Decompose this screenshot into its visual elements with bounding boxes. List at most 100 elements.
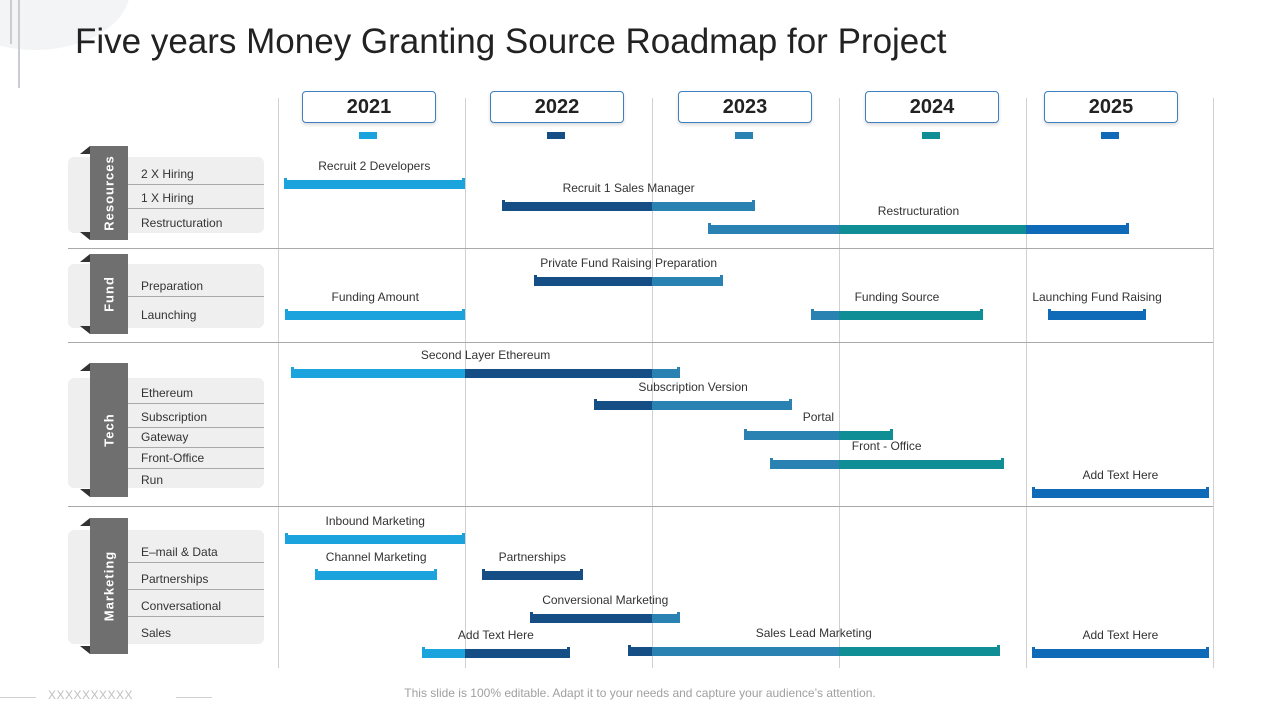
gantt-bar-end [720,275,724,286]
year-header-2023: 2023 [678,91,812,123]
corner-line [10,0,12,44]
fold-corner [80,326,90,334]
list-item: Restructuration [141,216,223,230]
section-divider [68,248,1213,249]
gantt-bar-end [534,275,538,286]
gantt-bar-label: Conversional Marketing [542,593,669,607]
grid-line [652,98,653,668]
year-header-2024: 2024 [865,91,999,123]
category-tab-fund: Fund [90,254,128,334]
gantt-bar-end [433,569,437,580]
gantt-bar-segment [594,401,652,410]
gantt-bar-segment [1031,649,1210,658]
gantt-bar-end [1000,458,1004,469]
list-item: E–mail & Data [128,538,264,563]
gantt-bar-end [315,569,319,580]
gantt-bar-segment [839,431,894,440]
gantt-bar-segment [627,647,652,656]
grid-line [1026,98,1027,668]
list-item: 1 X Hiring [128,184,264,209]
fold-corner [80,363,90,371]
gantt-bar-end [677,612,681,623]
category-tab-marketing: Marketing [90,518,128,654]
fold-corner [80,232,90,240]
gantt-bar-label: Portal [802,410,835,424]
year-header-2022: 2022 [490,91,624,123]
gantt-bar-end [462,309,465,320]
gantt-bar-segment [810,311,839,320]
gantt-bar-end [769,458,773,469]
gantt-bar-label: Inbound Marketing [325,514,425,528]
category-label: Fund [101,276,117,312]
gantt-bar-label: Recruit 1 Sales Manager [562,181,695,195]
grid-line [839,98,840,668]
gantt-bar-segment [708,225,839,234]
gantt-bar-segment [1031,489,1210,498]
gantt-bar-end [979,309,983,320]
gantt-bar-segment [839,460,1004,469]
fold-corner [80,489,90,497]
list-item: Partnerships [128,565,264,590]
gantt-bar-segment [421,649,465,658]
page-title: Five years Money Granting Source Roadmap… [75,22,947,61]
gantt-bar-end [751,200,755,211]
section-divider [68,506,1213,507]
gantt-bar-end [291,367,295,378]
list-item: Front-Office [128,444,264,469]
gantt-bar-end [462,533,465,544]
category-tab-resources: Resources [90,146,128,240]
list-item: Ethereum [128,379,264,404]
gantt-bar-label: Add Text Here [1082,468,1159,482]
gantt-bar-segment [530,614,652,623]
footer-line [0,697,36,698]
corner-line [18,0,20,88]
gantt-bar-end [1206,487,1210,498]
list-item: Sales [141,626,172,640]
gantt-bar-end [1031,487,1035,498]
gantt-bar-label: Launching Fund Raising [1032,290,1162,304]
gantt-bar-segment [315,571,437,580]
gantt-bar-segment [285,535,465,544]
gantt-bar-end [890,429,894,440]
year-header-2021: 2021 [302,91,436,123]
gantt-bar-segment [285,311,465,320]
list-item: Preparation [128,272,264,297]
grid-line [278,98,279,668]
gantt-bar-segment [1026,225,1129,234]
gantt-bar-end [579,569,583,580]
list-item: Run [141,473,164,487]
gantt-bar-label: Funding Source [854,290,940,304]
list-item: 2 X Hiring [128,160,264,185]
gantt-bar-end [566,647,570,658]
gantt-bar-end [285,309,289,320]
list-item: Subscription [128,403,264,428]
year-marker [359,132,377,139]
gantt-bar-label: Front - Office [851,439,922,453]
gantt-bar-end [462,178,465,189]
gantt-bar-segment [743,431,839,440]
category-label: Marketing [101,550,117,622]
gantt-bar-segment [1048,311,1146,320]
gantt-bar-segment [465,369,652,378]
gantt-bar-end [996,645,1000,656]
gantt-bar-label: Add Text Here [457,628,534,642]
year-marker [735,132,753,139]
fold-corner [80,518,90,526]
gantt-bar-label: Partnerships [498,550,566,564]
gantt-bar-segment [652,202,755,211]
fold-corner [80,646,90,654]
footer-mark: XXXXXXXXXX [48,688,134,702]
year-marker [1101,132,1119,139]
grid-line [1213,98,1214,668]
gantt-bar-end [285,533,289,544]
fold-corner [80,146,90,154]
gantt-bar-segment [534,277,652,286]
gantt-bar-end [502,200,506,211]
year-header-2025: 2025 [1044,91,1178,123]
list-item: Launching [141,308,197,322]
gantt-bar-label: Channel Marketing [325,550,427,564]
footer-line [176,697,212,698]
gantt-bar-end [594,399,598,410]
gantt-bar-segment [652,647,839,656]
gantt-bar-segment [839,311,983,320]
